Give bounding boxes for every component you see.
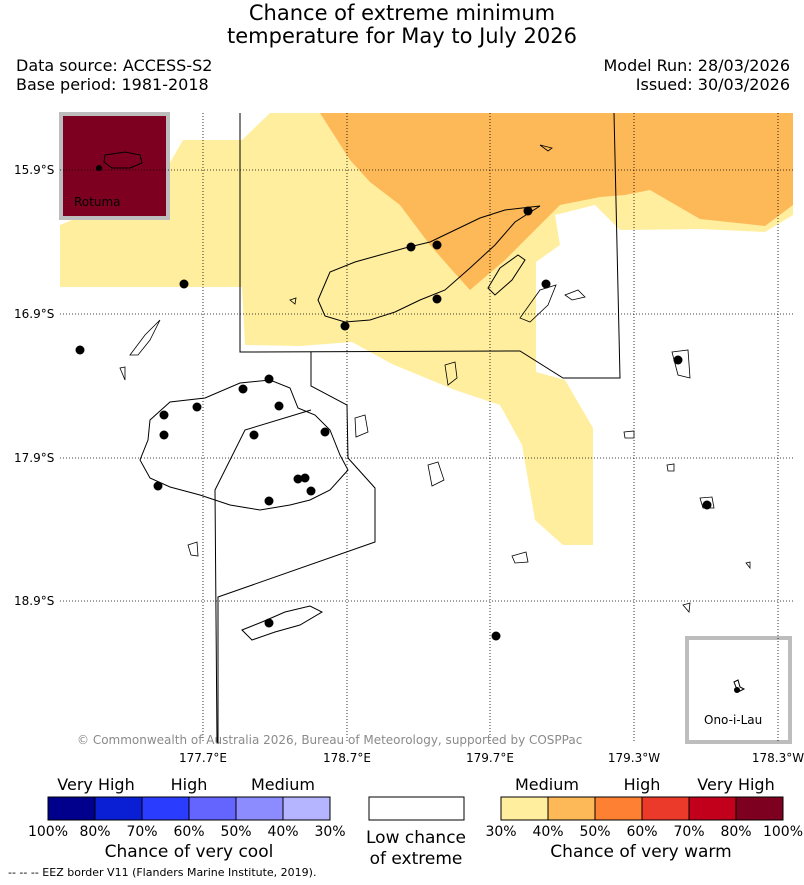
- warm-color-bar: [500, 796, 784, 821]
- title-line-2: temperature for May to July 2026: [227, 24, 577, 48]
- model-run: Model Run: 28/03/2026: [603, 56, 791, 75]
- lon-label-4: 179.3°W: [608, 751, 660, 765]
- issued-date: Issued: 30/03/2026: [635, 75, 790, 94]
- lat-label-2: 16.9°S: [14, 307, 54, 321]
- cool-head-high: High: [171, 775, 208, 794]
- lon-label-2: 178.7°E: [323, 751, 371, 765]
- station-markers: [75, 206, 712, 641]
- cool-tick-7: 30%: [314, 824, 345, 840]
- lon-label-5: 178.3°W: [752, 751, 804, 765]
- warm-swatch-2: [547, 796, 596, 821]
- low-caption-1: Low chance: [366, 828, 466, 848]
- warm-swatch-1: [500, 796, 549, 821]
- map-area: Rotuma Ono-i-Lau: [59, 112, 793, 744]
- lon-label-1: 177.7°E: [179, 751, 227, 765]
- map-title: Chance of extreme minimum temperature fo…: [0, 2, 804, 48]
- latitude-labels: 15.9°S 16.9°S 17.9°S 18.9°S: [14, 163, 54, 608]
- warm-tick-1: 30%: [485, 824, 516, 840]
- legend-low: Low chance of extreme: [366, 796, 466, 869]
- base-period: Base period: 1981-2018: [16, 75, 209, 94]
- warm-swatch-6: [735, 796, 784, 821]
- lat-label-1: 15.9°S: [14, 163, 54, 177]
- warm-tick-6: 80%: [720, 824, 751, 840]
- warm-caption: Chance of very warm: [550, 842, 731, 862]
- warm-head-very-high: Very High: [697, 775, 774, 794]
- cool-swatch-4: [188, 796, 237, 821]
- low-caption-2: of extreme: [370, 849, 463, 869]
- lon-label-3: 179.7°E: [466, 751, 514, 765]
- cool-swatch-5: [235, 796, 284, 821]
- cool-swatch-6: [282, 796, 331, 821]
- copyright-notice: © Commonwealth of Australia 2026, Bureau…: [77, 733, 583, 747]
- legend-cool: Very High High Medium 100% 80% 70% 60% 50% 40…: [28, 775, 346, 862]
- warm-head-medium: Medium: [515, 775, 579, 794]
- rotuma-label: Rotuma: [74, 195, 121, 209]
- rotuma-inset: Rotuma: [59, 112, 170, 220]
- cool-tick-2: 80%: [79, 824, 110, 840]
- cool-tick-4: 60%: [173, 824, 204, 840]
- warm-swatch-3: [594, 796, 643, 821]
- taveuni-island: [487, 254, 526, 296]
- lat-label-3: 17.9°S: [14, 451, 54, 465]
- warm-tick-labels: 30% 40% 50% 60% 70% 80% 100%: [485, 824, 803, 840]
- data-source: Data source: ACCESS-S2: [16, 56, 213, 75]
- warm-tick-5: 70%: [673, 824, 704, 840]
- cool-tick-1: 100%: [28, 824, 68, 840]
- graticule: [60, 113, 793, 743]
- ono-i-lau-label: Ono-i-Lau: [704, 713, 762, 727]
- warm-tick-2: 40%: [532, 824, 563, 840]
- warm-region-30-40: [60, 113, 793, 545]
- cool-tick-5: 50%: [220, 824, 251, 840]
- cool-tick-6: 40%: [267, 824, 298, 840]
- region-borders: [214, 112, 621, 744]
- legend-warm: Medium High Very High 30% 40% 50% 60% 70% 80%…: [485, 775, 803, 862]
- warm-tick-7: 100%: [763, 824, 803, 840]
- longitude-labels: 177.7°E 178.7°E 179.7°E 179.3°W 178.3°W: [179, 751, 804, 765]
- warm-head-high: High: [624, 775, 661, 794]
- warm-swatch-4: [641, 796, 690, 821]
- small-islands: [119, 144, 751, 613]
- data-info: Data source: ACCESS-S2 Base period: 1981…: [16, 56, 212, 94]
- run-info: Model Run: 28/03/2026 Issued: 30/03/2026: [604, 56, 791, 94]
- cool-head-medium: Medium: [251, 775, 315, 794]
- lat-label-4: 18.9°S: [14, 594, 54, 608]
- warm-swatch-5: [688, 796, 737, 821]
- cool-head-very-high: Very High: [57, 775, 134, 794]
- warm-tick-3: 50%: [579, 824, 610, 840]
- ono-i-lau-inset: Ono-i-Lau: [685, 636, 792, 744]
- title-line-1: Chance of extreme minimum: [248, 1, 556, 25]
- cool-color-bar: [47, 796, 331, 821]
- warm-tick-4: 60%: [626, 824, 657, 840]
- cool-tick-3: 70%: [126, 824, 157, 840]
- cool-tick-labels: 100% 80% 70% 60% 50% 40% 30%: [28, 824, 346, 840]
- eez-footnote: -- -- -- EEZ border V11 (Flanders Marine…: [8, 866, 317, 879]
- cool-swatch-1: [47, 796, 96, 821]
- cool-caption: Chance of very cool: [105, 842, 274, 862]
- cool-swatch-2: [94, 796, 143, 821]
- cool-swatch-3: [141, 796, 190, 821]
